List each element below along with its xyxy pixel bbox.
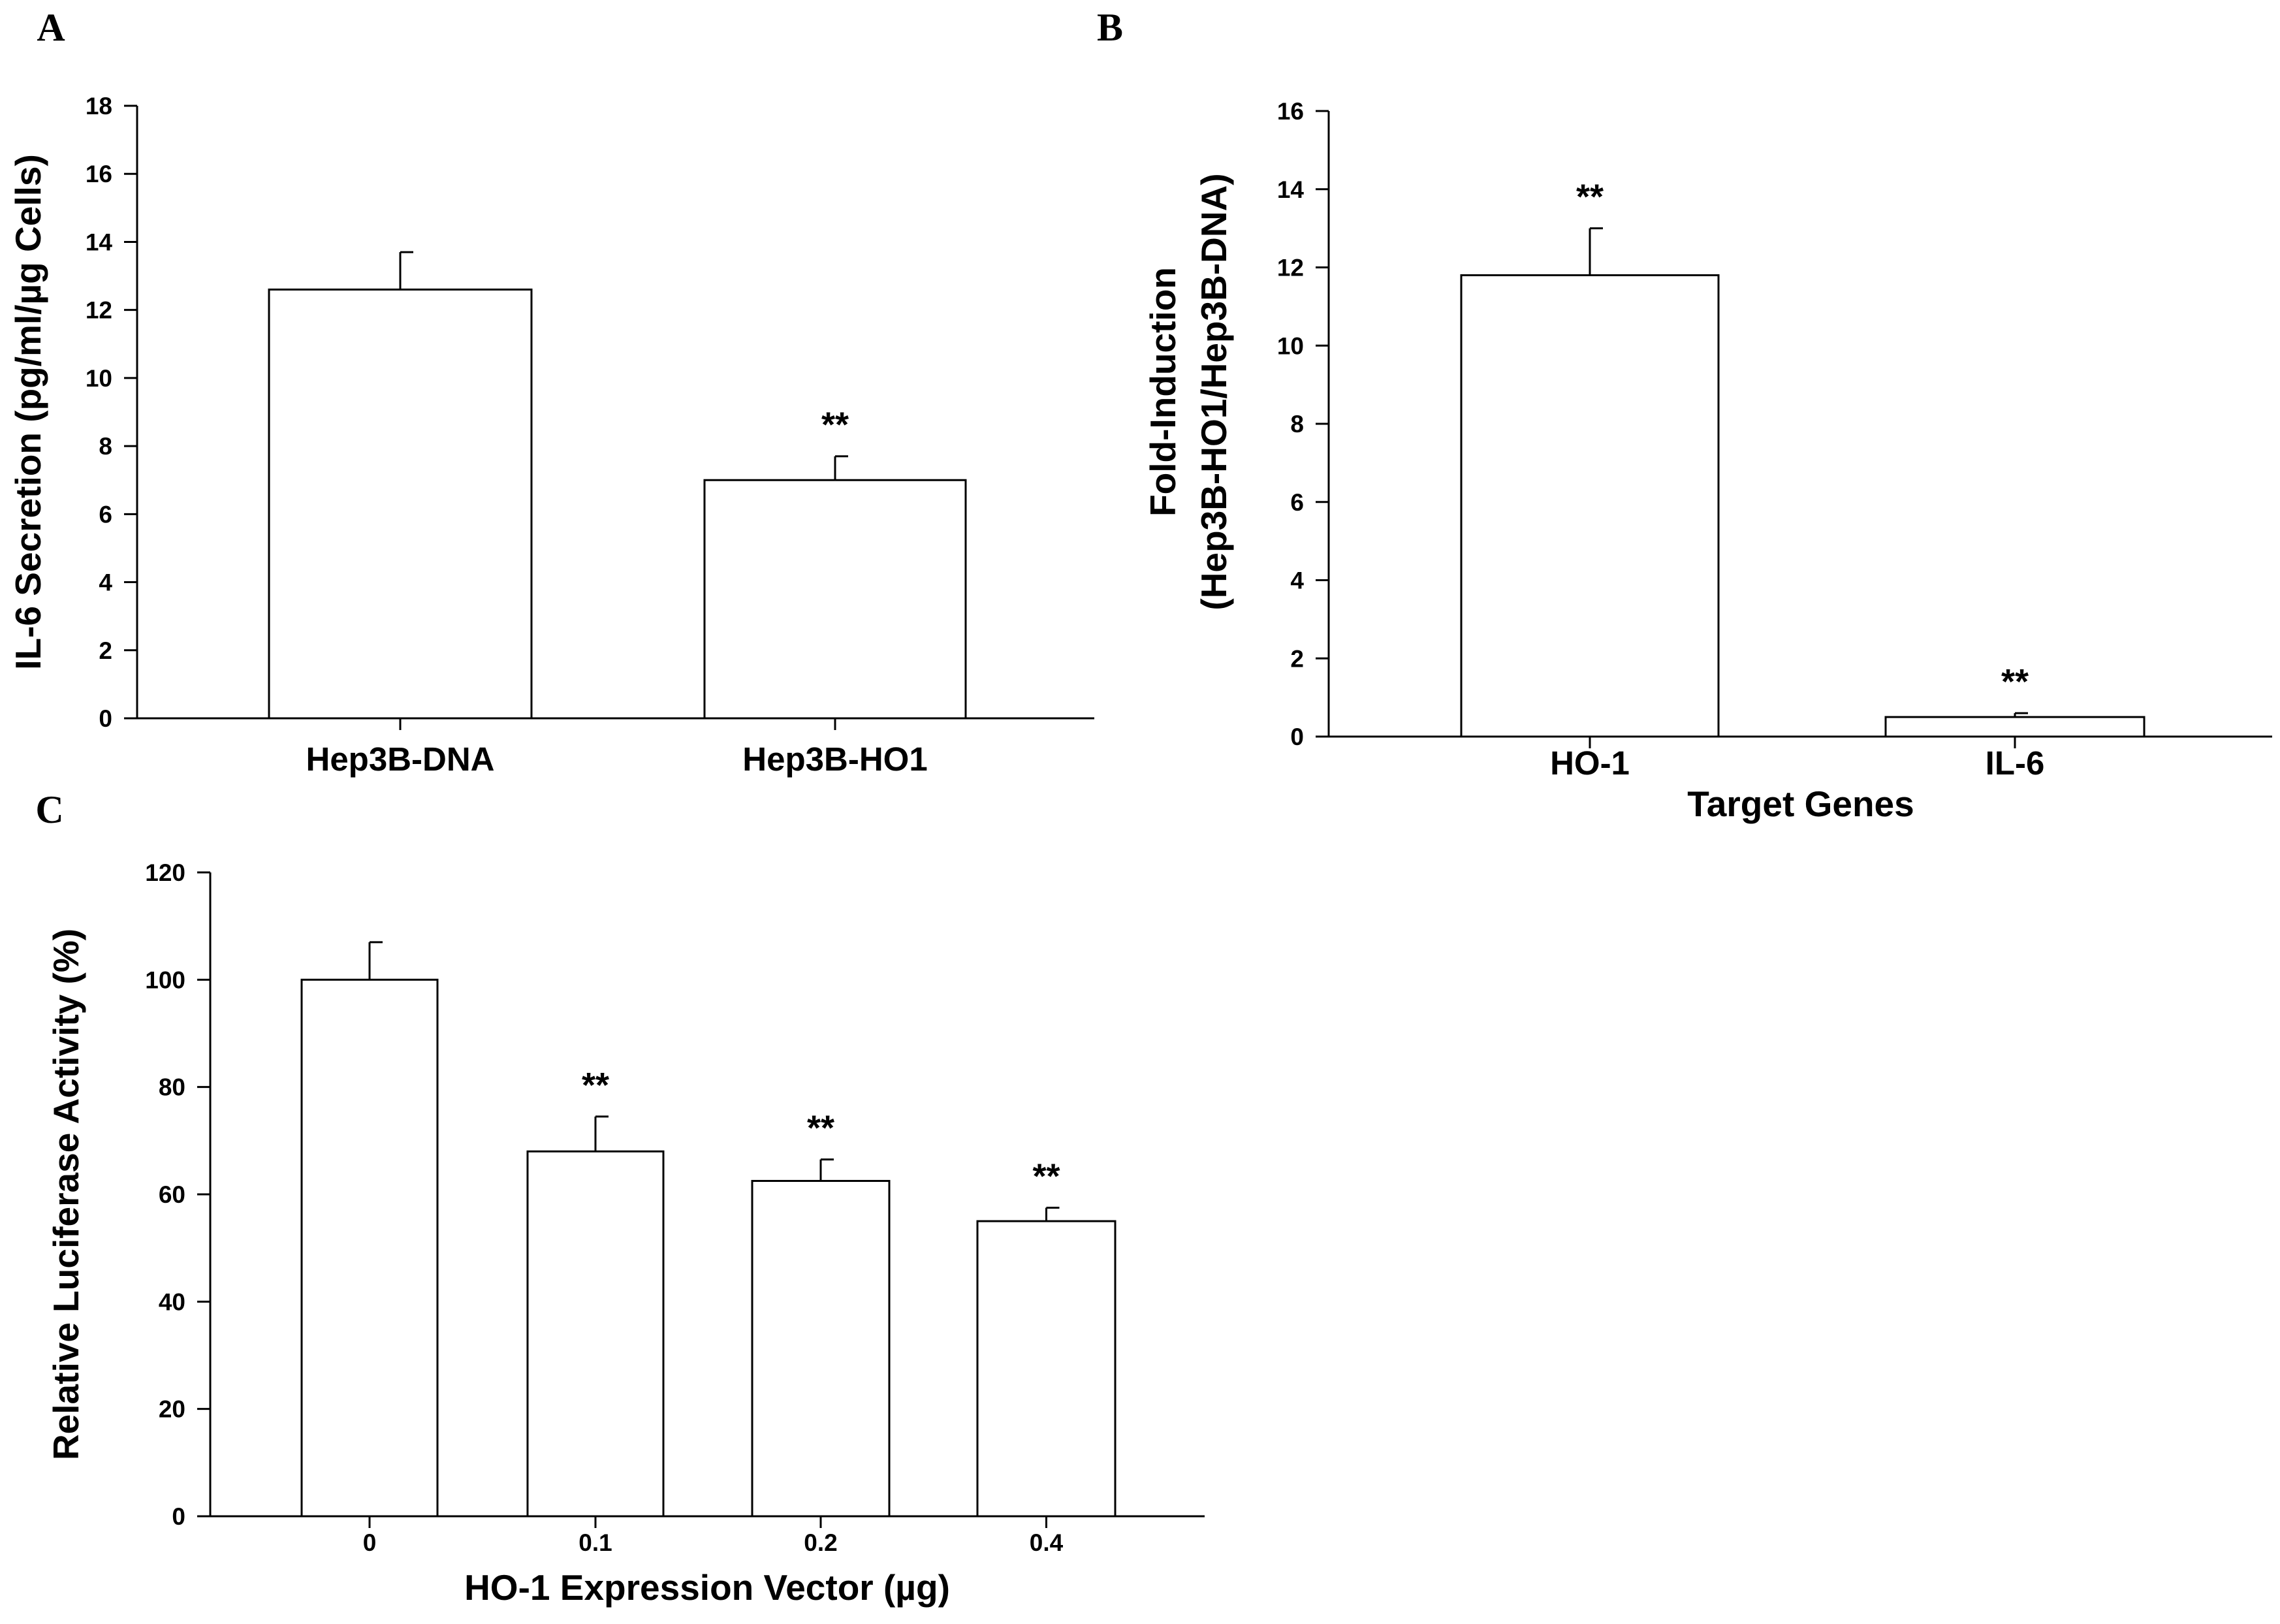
chart-panel-b: B 0 2 4 6 8 10 12 14 16 HO-1 ** IL-6 ** Fold-Induction… [1097, 6, 2272, 824]
chart-panel-a: A 0 2 4 6 8 10 12 14 16 18 Hep3B-DNA Hep3B-HO1 ** IL-6… [8, 6, 1094, 778]
panel-letter-b: B [1097, 6, 1123, 49]
panel-letter-c: C [35, 788, 63, 831]
significance-marker: ** [807, 1109, 834, 1148]
y-axis-title: Relative Luciferase Activity (%) [46, 929, 86, 1460]
y-tick-label: 6 [1290, 489, 1304, 516]
y-tick-label: 0 [99, 705, 112, 732]
significance-marker: ** [582, 1066, 609, 1105]
x-axis-title: HO-1 Expression Vector (µg) [464, 1567, 950, 1608]
chart-panel-c: C 0 20 40 60 80 100 120 0 0.1 ** 0.2 ** 0.4 ** Relative… [35, 788, 1205, 1608]
significance-marker: ** [1032, 1157, 1060, 1196]
y-tick-label: 14 [86, 229, 113, 255]
y-tick-label: 12 [1277, 255, 1304, 281]
y-tick-label: 120 [145, 859, 185, 886]
y-tick-label: 16 [1277, 98, 1304, 125]
y-axis-title: (Hep3B-HO1/Hep3B-DNA) [1194, 173, 1234, 610]
y-tick-label: 8 [1290, 411, 1304, 438]
category-label: Hep3B-DNA [306, 740, 494, 778]
y-axis-title: Fold-Induction [1143, 267, 1183, 517]
y-tick-label: 18 [86, 93, 112, 119]
bar [268, 288, 533, 720]
y-tick-label: 0 [1290, 724, 1304, 750]
y-tick-label: 2 [1290, 645, 1304, 672]
y-tick-label: 100 [145, 966, 185, 993]
category-label: HO-1 [1550, 744, 1630, 782]
y-tick-label: 2 [99, 637, 112, 664]
bar [703, 479, 967, 720]
significance-marker: ** [2001, 662, 2029, 701]
category-label: 0.4 [1030, 1529, 1064, 1556]
bar [300, 978, 439, 1518]
y-tick-label: 4 [99, 569, 112, 596]
y-tick-label: 20 [159, 1396, 185, 1423]
y-tick-label: 16 [86, 161, 112, 187]
y-tick-label: 10 [1277, 332, 1304, 359]
y-tick-label: 40 [159, 1288, 185, 1315]
significance-marker: ** [821, 406, 849, 445]
y-tick-label: 0 [172, 1503, 185, 1530]
category-label: 0.2 [804, 1529, 837, 1556]
category-label: 0 [363, 1529, 377, 1556]
category-label: 0.1 [578, 1529, 612, 1556]
bar [976, 1220, 1116, 1518]
panel-letter-a: A [37, 6, 65, 49]
category-label: Hep3B-HO1 [742, 740, 927, 778]
bar [526, 1150, 665, 1518]
y-tick-label: 60 [159, 1181, 185, 1208]
bar [1884, 716, 2145, 738]
y-tick-label: 4 [1290, 567, 1304, 594]
y-tick-label: 12 [86, 297, 112, 324]
category-label: IL-6 [1986, 744, 2045, 782]
x-axis-title: Target Genes [1687, 784, 1914, 824]
y-tick-label: 80 [159, 1074, 185, 1101]
bar [1460, 274, 1720, 738]
y-tick-label: 14 [1277, 176, 1305, 203]
bar [751, 1179, 891, 1518]
y-tick-label: 6 [99, 501, 112, 528]
y-axis-title: IL-6 Secretion (pg/ml/µg Cells) [8, 154, 48, 670]
y-tick-label: 10 [86, 365, 112, 392]
significance-marker: ** [1576, 178, 1604, 217]
y-tick-label: 8 [99, 433, 112, 460]
